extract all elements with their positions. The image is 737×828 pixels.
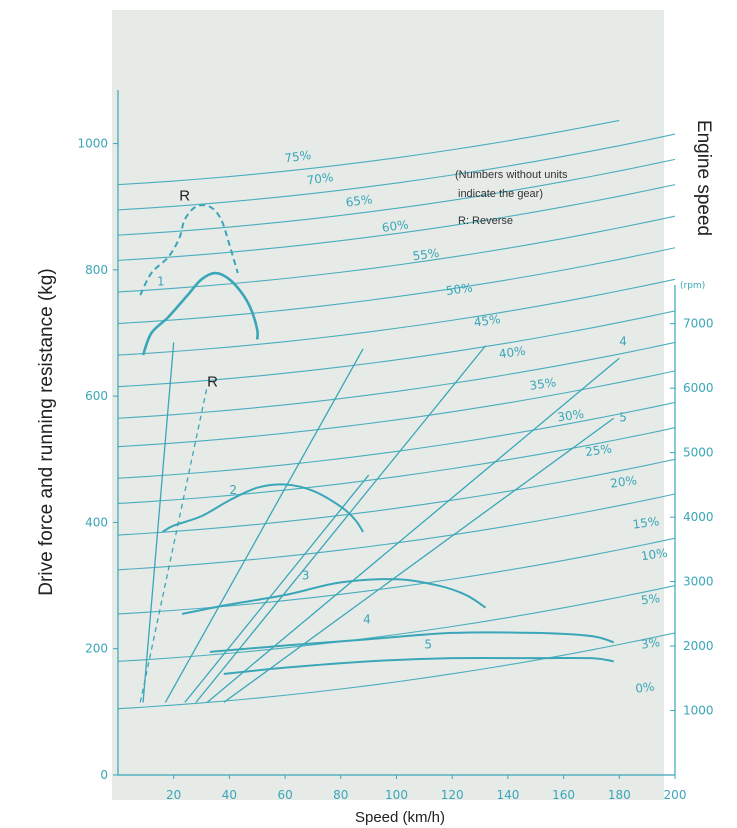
y-tick-label-0: 0: [100, 768, 108, 782]
engine-speed-line-1: [142, 342, 175, 703]
engine-speed-line-5: [223, 417, 615, 703]
resistance-curve-50pct: [117, 247, 676, 325]
y-axis-title: Drive force and running resistance (kg): [36, 268, 57, 595]
y2-axis-unit: (rpm): [680, 281, 705, 291]
chart-panel: [112, 10, 664, 800]
resistance-label-75pct: 75%: [284, 148, 312, 166]
x-tick-label-20: 20: [166, 788, 181, 802]
y2-tick-label-4000: 4000: [683, 510, 714, 524]
y-tick-label-800: 800: [85, 263, 108, 277]
resistance-curve-0pct: [117, 632, 676, 710]
resistance-curve-40pct: [117, 310, 676, 388]
x-tick-label-60: 60: [277, 788, 292, 802]
resistance-label-3pct: 3%: [640, 635, 661, 652]
resistance-label-40pct: 40%: [498, 344, 526, 362]
y2-tick-label-6000: 6000: [683, 381, 714, 395]
resistance-label-50pct: 50%: [445, 281, 473, 299]
resistance-curve-3pct: [117, 585, 676, 662]
drive-force-label-3: 3: [302, 568, 310, 582]
resistance-label-10pct: 10%: [640, 546, 668, 564]
x-axis-title: Speed (km/h): [355, 809, 445, 826]
resistance-curve-35pct: [117, 341, 676, 419]
x-tick-label-180: 180: [608, 788, 631, 802]
engine-speed-line-4: [206, 357, 620, 703]
engine-speed-label-5: 5: [619, 410, 627, 424]
x-tick-label-80: 80: [333, 788, 348, 802]
resistance-label-70pct: 70%: [306, 170, 334, 188]
x-tick-label-100: 100: [385, 788, 408, 802]
resistance-label-5pct: 5%: [640, 591, 661, 608]
y2-tick-label-1000: 1000: [683, 704, 714, 718]
resistance-curve-15pct: [117, 458, 676, 536]
resistance-label-45pct: 45%: [473, 312, 501, 330]
curves-layer: [117, 119, 676, 710]
drive-force-curve-4: [209, 631, 615, 653]
drive-force-label-1: 1: [157, 275, 165, 289]
engine-speed-label-4: 4: [619, 335, 627, 349]
resistance-curve-75pct: [117, 119, 620, 186]
note-line-2: indicate the gear): [458, 188, 543, 200]
y-tick-label-200: 200: [85, 642, 108, 656]
x-tick-label-120: 120: [441, 788, 464, 802]
resistance-label-0pct: 0%: [634, 679, 655, 696]
y-tick-label-600: 600: [85, 389, 108, 403]
engine-speed-line-3: [184, 474, 370, 703]
y-tick-label-1000: 1000: [77, 137, 108, 151]
drive-force-label-5: 5: [424, 638, 432, 652]
resistance-label-65pct: 65%: [345, 192, 373, 210]
drive-force-label-2: 2: [229, 483, 237, 497]
x-tick-label-200: 200: [664, 788, 687, 802]
drive-force-curve-3: [181, 578, 487, 615]
y2-tick-label-5000: 5000: [683, 446, 714, 460]
resistance-curve-70pct: [117, 133, 676, 211]
y2-tick-label-7000: 7000: [683, 317, 714, 331]
y2-axis-title: Engine speed: [693, 120, 714, 236]
resistance-label-60pct: 60%: [381, 217, 409, 235]
x-tick-label-160: 160: [552, 788, 575, 802]
labels-layer: 75%70%65%60%55%50%45%40%35%30%25%20%15%1…: [157, 148, 668, 696]
resistance-label-20pct: 20%: [609, 473, 637, 491]
drive-force-curve-r: [139, 204, 239, 296]
ticks-layer: 20 40 60 80 100 120 140 160 180 20002004006008001…: [77, 137, 713, 802]
resistance-curve-45pct: [117, 278, 676, 356]
resistance-curve-65pct: [117, 158, 676, 236]
x-tick-label-40: 40: [222, 788, 237, 802]
resistance-label-15pct: 15%: [632, 514, 660, 532]
resistance-label-35pct: 35%: [529, 375, 557, 393]
resistance-label-55pct: 55%: [412, 246, 440, 264]
drive-force-curve-1: [141, 271, 259, 356]
engine-speed-line-6: [195, 345, 487, 703]
drive-force-curve-5: [223, 656, 614, 675]
resistance-curve-55pct: [117, 215, 676, 293]
resistance-curve-25pct: [117, 401, 676, 479]
resistance-curve-30pct: [117, 370, 676, 448]
x-tick-label-140: 140: [496, 788, 519, 802]
note-line-3: R: Reverse: [458, 215, 513, 227]
resistance-label-25pct: 25%: [584, 442, 612, 460]
resistance-curve-10pct: [117, 493, 676, 571]
note-line-1: (Numbers without units: [455, 169, 568, 181]
engine-speed-label-r: R: [207, 374, 218, 391]
y2-tick-label-3000: 3000: [683, 575, 714, 589]
drive-force-label-4: 4: [363, 612, 371, 626]
drive-force-curve-2: [162, 483, 364, 533]
resistance-curve-20pct: [117, 427, 676, 505]
y-tick-label-400: 400: [85, 515, 108, 529]
y2-tick-label-2000: 2000: [683, 639, 714, 653]
drive-force-label-r: R: [179, 187, 190, 204]
resistance-curve-60pct: [117, 184, 676, 261]
resistance-label-30pct: 30%: [556, 407, 584, 425]
engine-speed-line-2: [164, 348, 364, 703]
